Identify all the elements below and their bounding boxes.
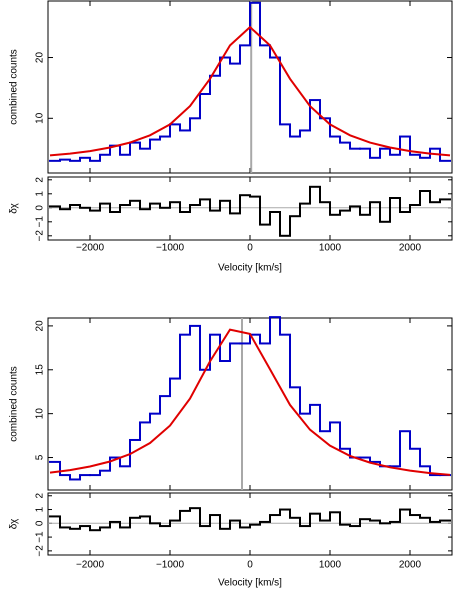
- residual-tick-label: 0: [35, 520, 46, 526]
- y-tick-label: 5: [35, 454, 46, 460]
- x-tick-label: 2000: [399, 560, 422, 571]
- x-axis-label: Velocity [km/s]: [218, 263, 282, 274]
- x-tick-label: −1000: [156, 560, 185, 571]
- x-tick-label: −1000: [156, 243, 185, 254]
- y-tick-label: 10: [35, 112, 46, 124]
- residual-tick-label: −1: [35, 531, 46, 543]
- residual-tick-label: −1: [35, 216, 46, 228]
- residual-tick-label: 0: [35, 205, 46, 211]
- x-tick-label: 1000: [319, 560, 342, 571]
- y-tick-label: 20: [35, 320, 46, 332]
- model-curve: [49, 25, 451, 157]
- y-tick-label: 15: [35, 364, 46, 376]
- residual-tick-label: −2: [35, 230, 46, 242]
- x-tick-label: 0: [247, 560, 253, 571]
- x-tick-label: 1000: [319, 243, 342, 254]
- y-axis-label: combined counts: [9, 49, 20, 125]
- residual-axis-label: δχ: [9, 202, 20, 213]
- residual-axis-label: δχ: [9, 518, 20, 529]
- residual-tick-label: 1: [35, 191, 46, 197]
- y-tick-label: 10: [35, 408, 46, 420]
- residual-tick-label: 2: [35, 493, 46, 499]
- residual-tick-label: 2: [35, 177, 46, 183]
- residual-tick-label: 1: [35, 506, 46, 512]
- x-tick-label: 2000: [399, 243, 422, 254]
- model-curve: [49, 328, 451, 476]
- y-tick-label: 20: [35, 52, 46, 64]
- y-axis-label: combined counts: [9, 366, 20, 442]
- x-tick-label: −2000: [76, 560, 105, 571]
- x-tick-label: 0: [247, 243, 253, 254]
- x-axis-label: Velocity [km/s]: [218, 578, 282, 589]
- residual-frame: [47, 176, 453, 241]
- residual-tick-label: −2: [35, 545, 46, 557]
- x-tick-label: −2000: [76, 243, 105, 254]
